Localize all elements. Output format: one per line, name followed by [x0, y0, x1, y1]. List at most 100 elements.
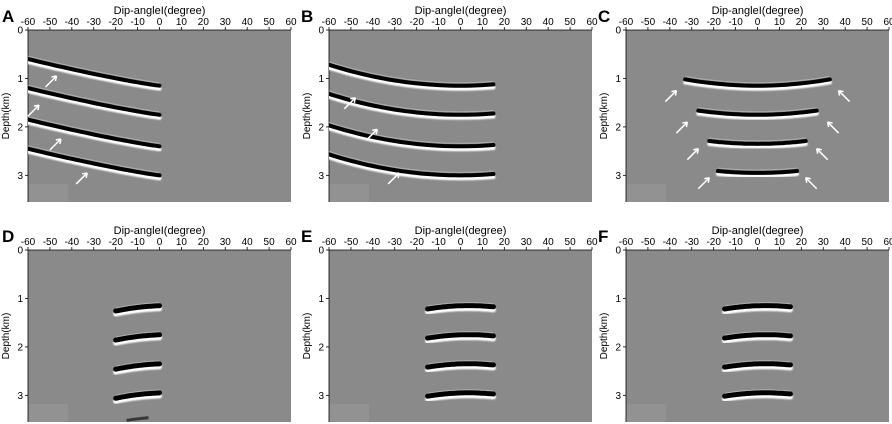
annotation-arrowhead — [804, 177, 811, 183]
x-tick-label: 20 — [499, 237, 511, 248]
reflector-edge — [685, 75, 830, 84]
x-tick-label: 50 — [264, 17, 276, 28]
x-tick-label: 30 — [521, 17, 533, 28]
reflector — [722, 361, 793, 370]
reflector — [716, 169, 799, 175]
x-tick-label: -50 — [344, 17, 359, 28]
noise-patch — [329, 404, 369, 422]
y-tick-label: 3 — [615, 391, 621, 402]
x-tick-label: -10 — [431, 17, 446, 28]
y-axis-label: Depth(km) — [1, 93, 12, 140]
panel-e: E Dip-angleI(degree)-60 -50 -40 -30 -20 -10 0 10… — [301, 225, 598, 422]
x-tick-label: 50 — [862, 17, 874, 28]
x-tick-label: 30 — [818, 237, 830, 248]
reflector — [329, 152, 496, 178]
y-tick-label: 3 — [318, 171, 324, 182]
x-tick-label: -20 — [108, 17, 123, 28]
reflector-edge — [709, 137, 806, 142]
noise-patch — [28, 404, 68, 422]
panel-a: A Dip-angleI(degree)-60 -50 -40 -30 -20 -10 0 10… — [1, 5, 297, 202]
x-axis-label: Dip-angleI(degree) — [415, 225, 507, 237]
reflector — [707, 139, 808, 146]
x-tick-label: -40 — [663, 17, 678, 28]
reflector-highlight — [425, 364, 496, 373]
reflector-highlight — [696, 111, 819, 120]
x-tick-label: -60 — [619, 17, 634, 28]
x-tick-label: 50 — [565, 237, 577, 248]
x-tick-label: -60 — [322, 237, 337, 248]
reflector-edge — [115, 331, 160, 338]
reflector — [722, 332, 793, 341]
reflector-highlight — [28, 149, 162, 181]
reflector-edge — [717, 167, 798, 171]
reflector-partial — [126, 416, 149, 422]
reflector-edge — [698, 107, 817, 113]
reflector-edge — [329, 61, 494, 84]
reflector-highlight — [28, 120, 162, 152]
reflector-edge — [28, 145, 160, 173]
panel-letter: D — [2, 227, 14, 246]
reflector-highlight — [722, 393, 793, 402]
x-tick-label: 60 — [586, 17, 598, 28]
x-tick-label: 20 — [796, 237, 808, 248]
annotation-arrowhead — [693, 147, 700, 154]
reflector-edge — [427, 302, 494, 307]
annotation-arrow — [805, 177, 818, 190]
y-tick-label: 3 — [17, 391, 23, 402]
x-tick-label: -30 — [87, 237, 102, 248]
annotation-arrow — [664, 90, 677, 103]
reflector — [329, 91, 496, 117]
x-tick-label: -20 — [108, 237, 123, 248]
reflector-edge — [724, 389, 791, 394]
x-tick-label: 20 — [796, 17, 808, 28]
reflector — [28, 117, 162, 149]
panel-letter: C — [598, 7, 610, 26]
annotation-arrowhead — [682, 121, 689, 128]
x-tick-label: 10 — [176, 17, 188, 28]
y-axis-label: Depth(km) — [599, 93, 610, 140]
y-tick-label: 2 — [17, 122, 23, 133]
reflector-highlight — [113, 364, 162, 375]
y-tick-label: 1 — [318, 294, 324, 305]
reflector-highlight — [425, 393, 496, 402]
annotation-arrow — [686, 148, 699, 161]
x-tick-label: 40 — [242, 17, 254, 28]
x-tick-label: 40 — [840, 237, 852, 248]
y-tick-label: 1 — [318, 74, 324, 85]
x-tick-label: -10 — [130, 237, 145, 248]
reflector-edge — [329, 150, 494, 173]
y-tick-label: 0 — [318, 26, 324, 37]
x-tick-label: 0 — [458, 17, 464, 28]
x-axis-label: Dip-angleI(degree) — [712, 225, 804, 237]
annotation-arrow — [816, 148, 829, 161]
reflector-highlight — [329, 126, 496, 152]
x-tick-label: 10 — [477, 17, 489, 28]
y-tick-label: 2 — [17, 342, 23, 353]
reflector-edge — [28, 84, 160, 113]
x-tick-label: 30 — [818, 17, 830, 28]
x-tick-label: -30 — [388, 237, 403, 248]
x-tick-label: 0 — [157, 237, 163, 248]
x-tick-label: 60 — [883, 237, 892, 248]
x-tick-label: 0 — [755, 17, 761, 28]
reflector-highlight — [113, 335, 162, 346]
reflector-highlight — [28, 89, 162, 120]
reflector — [425, 361, 496, 370]
annotation-arrow — [44, 75, 58, 88]
x-tick-label: -10 — [431, 237, 446, 248]
panel-letter: B — [301, 7, 313, 26]
x-tick-label: -40 — [366, 237, 381, 248]
x-tick-label: -50 — [344, 237, 359, 248]
panel-d: D Dip-angleI(degree)-60 -50 -40 -30 -20 -10 0 10… — [1, 225, 297, 422]
x-axis-label: Dip-angleI(degree) — [114, 5, 206, 17]
y-axis-label: Depth(km) — [1, 313, 12, 360]
x-tick-label: -20 — [706, 17, 721, 28]
reflector-edge — [724, 331, 791, 336]
y-tick-label: 1 — [17, 294, 23, 305]
x-tick-label: 30 — [220, 237, 232, 248]
reflector — [696, 108, 819, 117]
x-tick-label: -30 — [388, 17, 403, 28]
x-tick-label: 10 — [176, 237, 188, 248]
reflector-edge — [115, 302, 160, 309]
noise-patch — [626, 404, 666, 422]
